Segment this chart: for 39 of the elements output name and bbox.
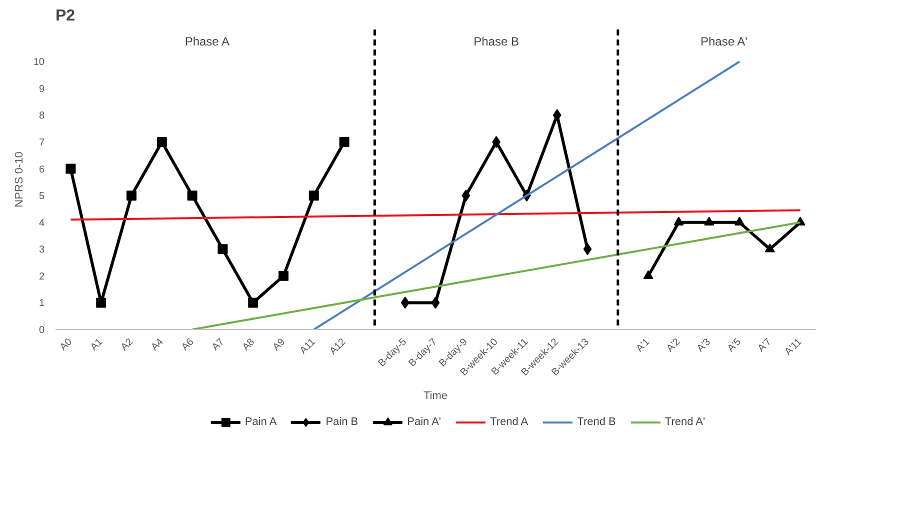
x-tick-label: A'3 xyxy=(695,336,714,354)
y-tick-label: 6 xyxy=(38,164,45,176)
y-tick-label: 4 xyxy=(38,218,45,229)
x-tick-label: A12 xyxy=(328,336,348,357)
x-tick-label: A1 xyxy=(88,336,106,354)
y-tick-label: 2 xyxy=(38,271,45,282)
x-tick-label: A4 xyxy=(149,336,166,354)
y-tick-label: 9 xyxy=(38,84,45,95)
y-axis-title: NPRS 0-10 xyxy=(13,152,26,208)
x-tick-label: A7 xyxy=(210,336,227,354)
legend-label: Trend A' xyxy=(664,416,706,428)
x-tick-label: A8 xyxy=(240,336,258,354)
y-tick-label: 1 xyxy=(38,298,45,310)
x-tick-label: A2 xyxy=(118,336,136,354)
legend-label: Pain A' xyxy=(407,416,442,428)
y-tick-label: 0 xyxy=(38,325,45,336)
annotation: Phase A' xyxy=(700,34,748,48)
y-tick-label: 7 xyxy=(38,138,45,148)
x-tick-label: A0 xyxy=(58,336,75,354)
y-tick-label: 10 xyxy=(33,57,45,68)
x-tick-label: A'1 xyxy=(634,336,652,354)
y-tick-label: 8 xyxy=(38,110,45,122)
legend-label: Trend B xyxy=(577,416,616,428)
x-axis-title: Time xyxy=(423,390,448,402)
legend-label: Trend A xyxy=(490,416,528,428)
y-tick-label: 5 xyxy=(38,191,45,202)
x-tick-label: A6 xyxy=(180,336,196,354)
x-tick-label: A'7 xyxy=(756,336,774,354)
annotation: Phase B xyxy=(474,34,519,48)
y-tick-label: 3 xyxy=(38,244,45,256)
x-tick-label: A'2 xyxy=(664,336,683,354)
x-tick-label: A9 xyxy=(270,336,288,354)
legend-label: Pain A xyxy=(244,416,277,428)
x-tick-label: A11 xyxy=(298,336,318,356)
chart-title: P2 xyxy=(56,8,76,24)
legend-label: Pain B xyxy=(326,416,358,428)
x-tick-label: A'11 xyxy=(783,336,804,358)
x-tick-label: A'5 xyxy=(726,336,744,354)
annotation: Phase A xyxy=(184,34,230,48)
